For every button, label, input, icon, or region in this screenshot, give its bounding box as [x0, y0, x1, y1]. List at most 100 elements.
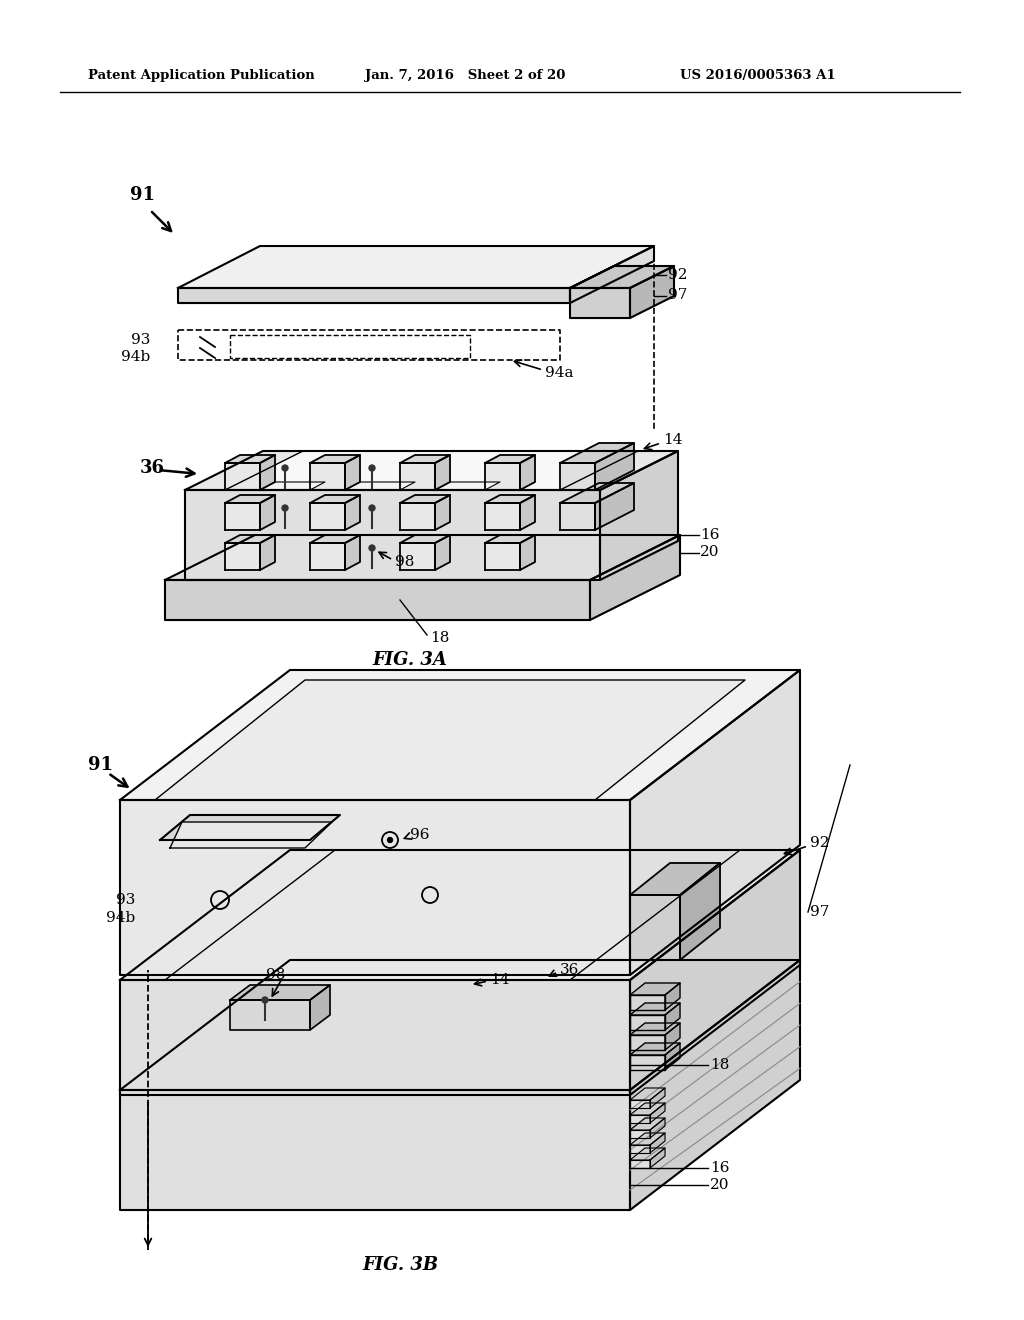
Polygon shape [650, 1133, 665, 1152]
Text: Patent Application Publication: Patent Application Publication [88, 69, 314, 82]
Polygon shape [630, 1055, 665, 1071]
Text: FIG. 3B: FIG. 3B [361, 1257, 438, 1274]
Polygon shape [630, 1003, 680, 1015]
Polygon shape [630, 1160, 650, 1168]
Polygon shape [630, 1148, 665, 1160]
Polygon shape [560, 503, 595, 531]
Polygon shape [170, 822, 332, 847]
Polygon shape [630, 1023, 680, 1035]
Polygon shape [435, 495, 450, 531]
Text: 36: 36 [140, 459, 165, 477]
Polygon shape [120, 850, 800, 979]
Polygon shape [520, 535, 535, 570]
Polygon shape [630, 1144, 650, 1152]
Polygon shape [630, 1100, 650, 1107]
Polygon shape [665, 983, 680, 1010]
Polygon shape [650, 1118, 665, 1138]
Polygon shape [590, 535, 680, 620]
Polygon shape [120, 800, 630, 975]
Polygon shape [485, 495, 535, 503]
Polygon shape [485, 455, 535, 463]
Polygon shape [185, 490, 600, 579]
Text: 93: 93 [116, 894, 135, 907]
Polygon shape [310, 535, 360, 543]
Text: 16: 16 [700, 528, 720, 543]
Circle shape [282, 506, 288, 511]
Polygon shape [155, 680, 745, 800]
Text: FIG. 3A: FIG. 3A [373, 651, 447, 669]
Polygon shape [560, 483, 634, 503]
Text: 93: 93 [131, 333, 150, 347]
Polygon shape [310, 495, 360, 503]
Polygon shape [630, 1130, 650, 1138]
Text: 97: 97 [810, 906, 829, 919]
Polygon shape [345, 495, 360, 531]
Polygon shape [630, 1133, 665, 1144]
Polygon shape [225, 543, 260, 570]
Text: 14: 14 [490, 973, 510, 987]
Polygon shape [630, 850, 800, 1096]
Text: Jan. 7, 2016   Sheet 2 of 20: Jan. 7, 2016 Sheet 2 of 20 [365, 69, 565, 82]
Polygon shape [630, 995, 665, 1010]
Polygon shape [120, 1090, 630, 1210]
Circle shape [262, 997, 268, 1003]
Text: 20: 20 [700, 545, 720, 558]
Polygon shape [345, 482, 415, 490]
Polygon shape [165, 850, 740, 979]
Polygon shape [630, 1115, 650, 1123]
Polygon shape [260, 455, 275, 490]
Polygon shape [650, 1148, 665, 1168]
Polygon shape [185, 451, 678, 490]
Polygon shape [310, 503, 345, 531]
Polygon shape [345, 535, 360, 570]
Text: 92: 92 [668, 268, 687, 282]
Polygon shape [345, 455, 360, 490]
Polygon shape [520, 455, 535, 490]
Polygon shape [225, 495, 275, 503]
Text: 18: 18 [710, 1059, 729, 1072]
Polygon shape [178, 246, 654, 288]
Polygon shape [570, 267, 674, 288]
Polygon shape [160, 814, 340, 840]
Polygon shape [165, 535, 680, 579]
Circle shape [369, 465, 375, 471]
Polygon shape [310, 543, 345, 570]
Polygon shape [630, 863, 720, 895]
Polygon shape [260, 535, 275, 570]
Polygon shape [485, 503, 520, 531]
Polygon shape [225, 463, 260, 490]
Polygon shape [120, 979, 630, 1096]
Polygon shape [560, 463, 595, 490]
Polygon shape [225, 503, 260, 531]
Text: 92: 92 [810, 836, 829, 850]
Polygon shape [178, 288, 570, 304]
Polygon shape [225, 451, 638, 490]
Polygon shape [400, 495, 450, 503]
Polygon shape [435, 455, 450, 490]
Polygon shape [435, 482, 500, 490]
Text: 98: 98 [395, 554, 415, 569]
Polygon shape [630, 1015, 665, 1030]
Circle shape [282, 465, 288, 471]
Text: 20: 20 [710, 1177, 729, 1192]
Polygon shape [630, 671, 800, 975]
Polygon shape [630, 1118, 665, 1130]
Polygon shape [630, 1088, 665, 1100]
Circle shape [369, 545, 375, 550]
Polygon shape [400, 463, 435, 490]
Text: 18: 18 [430, 631, 450, 645]
Polygon shape [630, 895, 680, 960]
Polygon shape [595, 483, 634, 531]
Polygon shape [485, 535, 535, 543]
Polygon shape [310, 455, 360, 463]
Circle shape [387, 837, 392, 842]
Polygon shape [310, 985, 330, 1030]
Circle shape [369, 506, 375, 511]
Polygon shape [400, 535, 450, 543]
Polygon shape [570, 288, 630, 318]
Text: 94a: 94a [545, 366, 573, 380]
Polygon shape [225, 455, 275, 463]
Polygon shape [225, 535, 275, 543]
Text: 98: 98 [265, 968, 285, 982]
Polygon shape [560, 444, 634, 463]
